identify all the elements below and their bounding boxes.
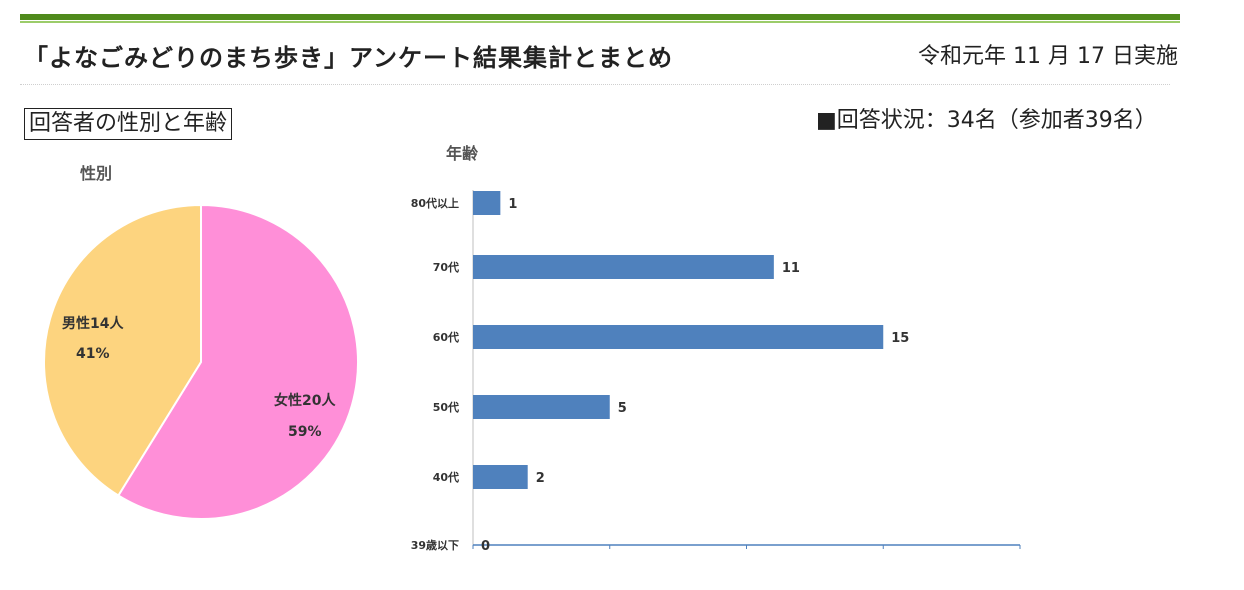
age-chart-title: 年齢 xyxy=(446,144,479,163)
section-label: 回答者の性別と年齢 xyxy=(24,108,233,140)
bar-category-label: 40代 xyxy=(433,470,459,484)
bar-data-label: 0 xyxy=(481,539,490,554)
header-accent-bar xyxy=(20,14,1180,20)
bar-category-label: 70代 xyxy=(433,260,459,274)
bar-data-label: 1 xyxy=(508,197,517,212)
gender-chart-title: 性別 xyxy=(80,164,113,183)
pie-percent-male: 41% xyxy=(76,346,110,362)
response-status: ■回答状況：34名（参加者39名） xyxy=(816,108,1157,133)
bar-data-label: 15 xyxy=(891,331,909,346)
pie-label-female: 女性20人 xyxy=(274,392,336,409)
page-title: 「よなごみどりのまち歩き」アンケート結果集計とまとめ xyxy=(24,44,674,72)
bar-0 xyxy=(473,191,501,215)
pie-percent-female: 59% xyxy=(288,424,322,440)
bar-category-label: 39歳以下 xyxy=(411,538,459,552)
header-divider xyxy=(20,84,1170,85)
bar-3 xyxy=(473,395,610,419)
bar-category-label: 50代 xyxy=(433,400,459,414)
header-accent-line xyxy=(20,21,1180,23)
bar-data-label: 5 xyxy=(618,401,627,416)
bar-2 xyxy=(473,325,884,349)
survey-date: 令和元年 11 月 17 日実施 xyxy=(918,44,1178,69)
bar-data-label: 11 xyxy=(782,261,800,276)
pie-slice-male xyxy=(43,203,202,497)
bar-4 xyxy=(473,465,528,489)
pie-slice-female xyxy=(116,203,359,520)
bar-category-label: 60代 xyxy=(433,330,459,344)
bar-data-label: 2 xyxy=(536,471,545,486)
pie-label-male: 男性14人 xyxy=(62,315,124,332)
bar-1 xyxy=(473,255,774,279)
bar-category-label: 80代以上 xyxy=(411,196,459,210)
